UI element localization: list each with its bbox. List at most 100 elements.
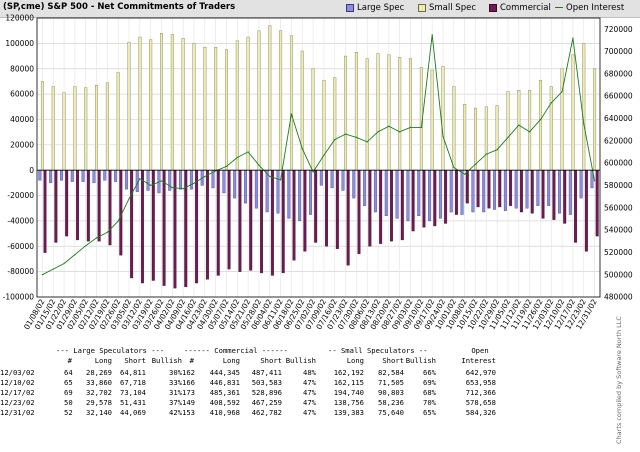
cell-ls-bull: 30%	[169, 368, 182, 377]
open-interest-point	[95, 237, 98, 239]
bar-small-spec	[387, 54, 391, 171]
bar-large-spec	[460, 170, 464, 215]
bar-small-spec	[279, 30, 283, 171]
bar-large-spec	[514, 170, 518, 209]
bar-small-spec	[170, 34, 174, 171]
bar-large-spec	[493, 170, 497, 210]
open-interest-point	[52, 268, 54, 270]
open-interest-point	[280, 179, 282, 181]
cell-ss-short: 90,803	[378, 388, 404, 397]
header-large-speculators: --- Large Speculators ---	[56, 346, 165, 355]
bar-large-spec	[81, 170, 85, 182]
cell-oi: 578,658	[465, 398, 496, 407]
bar-small-spec	[398, 57, 402, 171]
cell-ls-long: 29,578	[86, 398, 112, 407]
cell-c-bull: 47%	[303, 388, 316, 397]
bar-small-spec	[62, 92, 66, 171]
bar-commercial	[476, 170, 480, 208]
cell-date: 12/10/02	[0, 378, 35, 387]
open-interest-point	[529, 131, 531, 133]
bar-small-spec	[105, 82, 109, 171]
bar-commercial	[433, 170, 437, 227]
cell-ls-bull: 31%	[169, 388, 182, 397]
open-interest-point	[355, 136, 357, 139]
open-interest-point	[225, 165, 228, 168]
open-interest-point	[117, 220, 119, 222]
open-interest-point	[377, 131, 379, 133]
bar-small-spec	[257, 30, 261, 171]
cell-ss-bull: 66%	[423, 368, 436, 377]
open-interest-point	[399, 131, 401, 133]
bar-commercial	[130, 170, 134, 279]
cell-ss-long: 194,740	[333, 388, 364, 397]
y-left-tick-label: 60000	[10, 90, 34, 99]
bar-commercial	[574, 170, 578, 243]
cell-ss-short: 75,640	[378, 408, 404, 417]
cell-ls-short: 73,104	[120, 388, 146, 397]
cell-c-n: 166	[182, 378, 195, 387]
open-interest-point	[150, 184, 152, 186]
bar-commercial	[195, 170, 199, 284]
credit-note: Charts compiled by Software North LLC	[611, 316, 637, 448]
bar-large-spec	[244, 170, 248, 204]
bar-small-spec	[160, 33, 163, 171]
bar-commercial	[151, 170, 155, 281]
bar-large-spec	[309, 170, 312, 215]
bar-commercial	[357, 170, 361, 255]
bar-large-spec	[449, 170, 453, 213]
cell-c-short: 467,259	[251, 398, 282, 407]
bar-commercial	[43, 170, 47, 253]
open-interest-point	[388, 125, 390, 127]
bar-large-spec	[92, 170, 96, 184]
cell-date: 12/31/02	[0, 408, 35, 417]
bar-small-spec	[95, 85, 99, 171]
y-left-tick-label: 120000	[5, 14, 34, 23]
cell-c-bull: 47%	[303, 378, 316, 387]
bar-large-spec	[233, 170, 237, 199]
bar-small-spec	[441, 66, 445, 171]
bar-commercial	[519, 170, 523, 213]
header-open-interest: Interest	[461, 356, 496, 365]
y-right-tick-label: 660000	[604, 92, 633, 101]
bar-small-spec	[246, 36, 250, 171]
cell-ss-short: 82,584	[378, 368, 404, 377]
header-c-short: Short	[260, 356, 282, 365]
chart-title: (SP,cme) S&P 500 - Net Commitments of Tr…	[3, 2, 236, 12]
bar-large-spec	[471, 170, 475, 213]
open-interest-point	[442, 135, 444, 137]
bar-large-spec	[179, 170, 183, 190]
bar-large-spec	[265, 170, 269, 213]
open-interest-point	[171, 187, 173, 189]
bar-small-spec	[506, 91, 510, 171]
cell-ss-bull: 65%	[423, 408, 436, 417]
cell-date: 12/17/02	[0, 388, 35, 397]
open-interest-point	[420, 126, 422, 128]
bar-commercial	[227, 170, 231, 270]
bar-large-spec	[525, 170, 529, 209]
bar-large-spec	[384, 170, 388, 217]
open-interest-point	[593, 180, 596, 182]
cell-c-n: 173	[182, 388, 195, 397]
bar-small-spec	[289, 35, 293, 171]
bar-large-spec	[168, 170, 172, 191]
open-interest-point	[193, 182, 195, 184]
open-interest-point	[485, 153, 487, 155]
cell-oi: 642,970	[465, 368, 496, 377]
cell-c-bull: 47%	[303, 408, 316, 417]
cell-oi: 712,366	[465, 388, 496, 397]
header-ls-short: Short	[124, 356, 146, 365]
cell-ls-bull: 33%	[169, 378, 182, 387]
bar-commercial	[541, 170, 545, 219]
header-open: Open	[471, 346, 489, 355]
legend-label-large-spec: Large Spec	[357, 3, 405, 13]
bar-commercial	[108, 170, 112, 246]
bar-small-spec	[73, 86, 77, 171]
bar-small-spec	[84, 87, 88, 171]
cell-c-n: 149	[182, 398, 195, 407]
bar-commercial	[552, 170, 556, 220]
bar-large-spec	[536, 170, 540, 206]
bar-small-spec	[354, 52, 358, 171]
open-interest-point	[63, 262, 65, 265]
bar-large-spec	[406, 170, 410, 222]
y-right-tick-label: 560000	[604, 203, 633, 212]
